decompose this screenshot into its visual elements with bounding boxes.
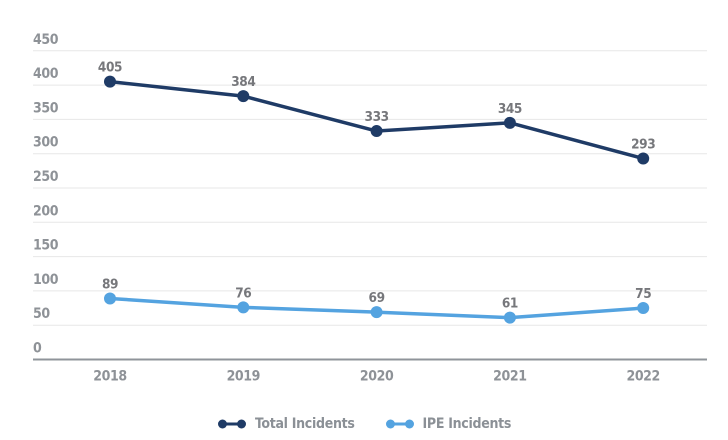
total-incidents-data-point-label: 384 <box>231 74 255 90</box>
legend-label-ipe-incidents: IPE Incidents <box>422 416 512 432</box>
legend-marker-dot <box>236 419 246 429</box>
total-incidents-data-point <box>637 152 650 165</box>
y-axis-tick-label: 100 <box>33 272 59 288</box>
ipe-incidents-data-point <box>503 311 516 324</box>
x-axis-tick-label: 2018 <box>93 369 126 385</box>
x-axis-tick-label: 2021 <box>493 369 526 385</box>
legend-marker-dot <box>217 419 227 429</box>
y-axis-tick-label: 200 <box>33 203 59 219</box>
chart-legend: Total Incidents IPE Incidents <box>0 412 728 436</box>
total-incidents-data-point <box>237 90 250 103</box>
y-axis-tick-label: 400 <box>33 66 59 82</box>
x-axis-tick-label: 2019 <box>227 369 260 385</box>
x-axis-tick-label: 2022 <box>626 369 659 385</box>
ipe-incidents-data-point-label: 75 <box>635 286 651 302</box>
total-incidents-data-point-label: 345 <box>498 101 522 117</box>
y-axis-tick-label: 450 <box>33 32 59 48</box>
total-incidents-data-point-label: 293 <box>631 137 655 153</box>
legend-marker-total-incidents-icon <box>217 419 246 429</box>
legend-marker-ipe-incidents-icon <box>385 419 414 429</box>
legend-marker-dot <box>385 419 395 429</box>
legend-item-ipe-incidents: IPE Incidents <box>385 416 511 432</box>
y-axis-tick-label: 250 <box>33 169 59 185</box>
y-axis-tick-label: 350 <box>33 100 59 116</box>
ipe-incidents-data-point <box>237 301 250 314</box>
ipe-incidents-data-point <box>104 292 116 305</box>
ipe-incidents-data-point-label: 69 <box>369 290 385 306</box>
legend-marker-dot <box>404 419 414 429</box>
total-incidents-data-point <box>503 116 516 129</box>
ipe-incidents-data-point <box>637 302 650 315</box>
total-incidents-data-point-label: 333 <box>365 109 389 125</box>
y-axis-tick-label: 300 <box>33 135 59 151</box>
y-axis-tick-label: 50 <box>33 306 50 322</box>
ipe-incidents-data-point <box>370 306 383 319</box>
ipe-incidents-data-point-label: 89 <box>102 276 118 292</box>
y-axis-tick-label: 0 <box>33 341 42 357</box>
legend-item-total-incidents: Total Incidents <box>217 416 355 432</box>
total-incidents-data-point <box>104 75 116 88</box>
ipe-incidents-data-point-label: 61 <box>502 296 518 312</box>
x-axis-tick-label: 2020 <box>360 369 394 385</box>
y-axis-tick-label: 150 <box>33 238 59 254</box>
ipe-incidents-data-point-label: 76 <box>235 285 251 301</box>
legend-label-total-incidents: Total Incidents <box>254 416 355 432</box>
total-incidents-data-point-label: 405 <box>98 60 122 76</box>
total-incidents-data-point <box>370 125 383 138</box>
